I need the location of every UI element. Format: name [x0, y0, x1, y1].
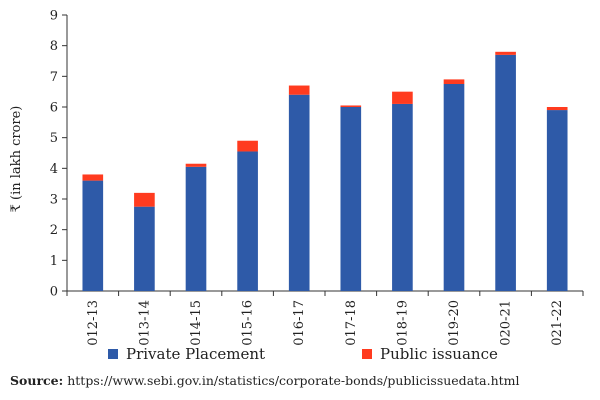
legend-swatch-public-issuance — [362, 349, 372, 359]
bar-public-issuance-2015-16 — [237, 140, 258, 152]
bar-private-placement-2018-19 — [392, 103, 413, 291]
bar-public-issuance-2014-15 — [185, 163, 207, 167]
bar-private-placement-2019-20 — [443, 84, 465, 291]
x-tick-label: 2014-15 — [189, 300, 204, 345]
bar-public-issuance-2019-20 — [443, 79, 465, 84]
bar-public-issuance-2018-19 — [392, 91, 413, 104]
y-axis-label: ₹ (in lakh crore) — [9, 106, 24, 213]
y-tick-label: 6 — [50, 101, 58, 116]
bar-private-placement-2017-18 — [340, 107, 362, 291]
y-tick-label: 3 — [50, 193, 58, 208]
y-tick-label: 4 — [50, 162, 58, 177]
legend-item-public-issuance: Public issuance — [362, 345, 498, 363]
source-label: Source: — [10, 373, 64, 388]
bar-private-placement-2020-21 — [495, 54, 516, 291]
x-tick-label: 2018-19 — [395, 300, 410, 345]
bar-private-placement-2015-16 — [237, 151, 258, 291]
source-url: https://www.sebi.gov.in/statistics/corpo… — [67, 373, 520, 388]
bar-public-issuance-2016-17 — [288, 85, 310, 95]
x-tick-label: 2020-21 — [499, 300, 514, 345]
x-tick-label: 2021-22 — [550, 300, 565, 345]
source-note: Source: https://www.sebi.gov.in/statistic… — [10, 373, 520, 388]
bar-public-issuance-2017-18 — [340, 105, 362, 107]
legend-label-private-placement: Private Placement — [126, 345, 266, 363]
legend-label-public-issuance: Public issuance — [380, 345, 498, 363]
bars-layer — [82, 51, 568, 291]
x-tick-label: 2015-16 — [241, 300, 256, 345]
x-tick-label: 2016-17 — [292, 300, 307, 345]
x-tick-label: 2019-20 — [447, 300, 462, 345]
y-tick-label: 8 — [50, 39, 58, 54]
x-tick-label: 2017-18 — [344, 300, 359, 345]
bar-public-issuance-2013-14 — [134, 192, 155, 207]
legend: Private Placement Public issuance — [0, 345, 600, 369]
y-tick-label: 1 — [50, 254, 58, 269]
bar-private-placement-2016-17 — [288, 94, 310, 291]
bar-private-placement-2012-13 — [82, 180, 104, 291]
legend-item-private-placement: Private Placement — [108, 345, 265, 363]
bar-private-placement-2021-22 — [546, 110, 568, 291]
y-tick-label: 0 — [50, 285, 58, 300]
y-tick-label: 2 — [50, 223, 58, 238]
x-tick-label: 2013-14 — [137, 300, 152, 345]
labels-layer: 0 1 2 3 4 5 6 7 8 9 2012-13 2013-14 2014-15 2015-16 20… — [50, 9, 565, 346]
legend-swatch-private-placement — [108, 349, 118, 359]
bar-private-placement-2013-14 — [134, 206, 155, 291]
y-tick-label: 5 — [50, 131, 58, 146]
bar-private-placement-2014-15 — [185, 166, 207, 291]
bar-public-issuance-2020-21 — [495, 51, 516, 55]
x-tick-label: 2012-13 — [86, 300, 101, 345]
y-tick-label: 9 — [50, 9, 58, 24]
bar-chart: 0 1 2 3 4 5 6 7 8 9 2012-13 2013-14 2014-15 2015-16 20… — [9, 9, 584, 346]
bar-public-issuance-2012-13 — [82, 174, 104, 181]
y-tick-label: 7 — [50, 70, 58, 85]
bar-public-issuance-2021-22 — [546, 107, 568, 111]
